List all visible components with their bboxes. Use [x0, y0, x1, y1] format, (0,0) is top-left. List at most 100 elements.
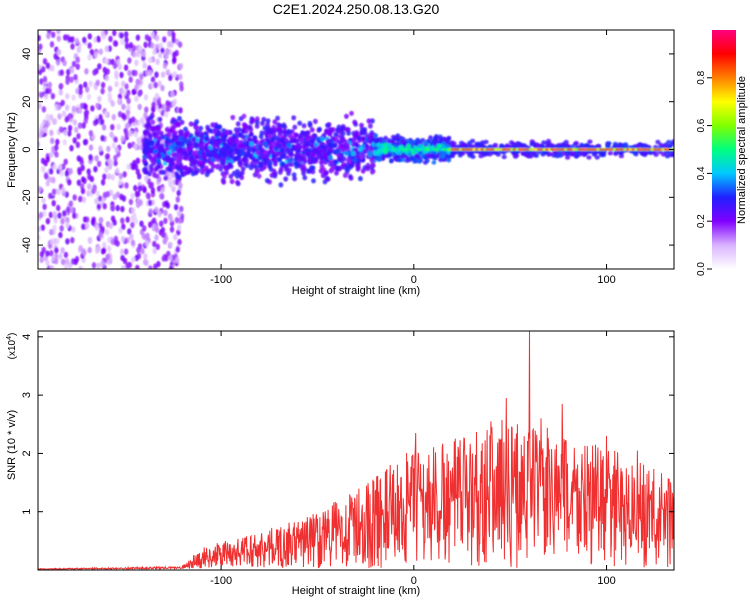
spectrogram-cell	[335, 127, 341, 133]
spectrogram-cell	[82, 139, 88, 146]
spectrogram-cell	[215, 131, 220, 137]
spectrogram-cell	[296, 142, 302, 148]
spectrogram-cell	[48, 211, 54, 219]
spectrogram-cell	[483, 148, 487, 151]
spectrogram-cell	[78, 84, 83, 91]
spectrogram-x-ticks: -100 0 100	[210, 30, 616, 286]
spectrogram-cell	[154, 234, 159, 241]
spectrogram-cell	[133, 184, 138, 192]
spectrogram-cell	[283, 176, 289, 182]
spectrogram-cell	[76, 46, 82, 53]
spectrogram-cell	[432, 147, 437, 152]
spectrogram-cell	[294, 138, 300, 144]
spectrogram-cell	[301, 123, 307, 129]
colorbar-tick-label: 0.8	[696, 70, 707, 84]
spectrogram-cell	[444, 154, 450, 159]
spectrogram-cell	[101, 124, 107, 131]
spectrogram-cell	[409, 156, 414, 161]
spectrogram-cell	[278, 166, 284, 173]
spectrogram-cell	[223, 164, 229, 171]
spectrogram-cell	[178, 73, 183, 81]
spectrogram-cell	[60, 99, 65, 107]
spectrogram-cell	[151, 130, 157, 137]
spectrogram-cell	[639, 151, 645, 156]
spectrogram-cell	[501, 154, 507, 160]
spectrogram-cell	[158, 52, 163, 59]
spectrogram-cell	[323, 170, 329, 176]
spectrogram-cell	[558, 153, 564, 158]
spectrogram-cell	[63, 129, 68, 137]
spectrogram-cell	[147, 199, 153, 206]
spectrogram-cell	[98, 48, 104, 55]
spectrogram-cell	[137, 173, 142, 180]
spectrogram-cell	[41, 197, 46, 204]
spectrogram-cell	[107, 92, 112, 99]
spectrogram-cell	[289, 129, 295, 135]
spectrogram-cell	[143, 41, 148, 48]
spectrogram-cell	[178, 182, 183, 189]
spectrogram-cell	[150, 42, 155, 49]
snr-y-tick-label: 4	[21, 334, 33, 340]
spectrogram-cell	[92, 69, 97, 76]
spectrogram-cell	[200, 160, 206, 166]
spectrogram-cell	[354, 142, 359, 148]
spectrogram-cell	[386, 143, 392, 148]
spectrogram-cell	[566, 148, 571, 151]
spectrogram-cell	[352, 119, 358, 125]
spectrogram-cell	[556, 148, 560, 151]
spectrogram-cell	[512, 148, 517, 151]
spectrogram-cell	[150, 119, 156, 125]
spectrogram-cell	[71, 226, 76, 233]
spectrogram-cell	[130, 207, 136, 214]
spectrogram-cell	[541, 140, 547, 145]
spectrogram-cell	[98, 231, 103, 238]
spectrogram-cell	[167, 30, 172, 37]
spectrogram-cell	[319, 144, 325, 150]
spectrogram-cell	[287, 157, 293, 163]
spectrogram-cell	[169, 128, 175, 134]
spectrogram-cell	[112, 193, 118, 201]
spectrogram-cell	[49, 265, 54, 269]
spectrogram-cell	[62, 139, 67, 146]
spectrogram-cell	[65, 78, 70, 85]
spectrogram-cell	[113, 159, 118, 167]
spectrogram-panel: -100 0 100 -40 -20 0 20 40 Height of straight …	[6, 29, 675, 297]
spectrogram-cell	[438, 157, 443, 163]
spectrogram-cell	[156, 157, 161, 164]
spectrogram-cell	[91, 219, 96, 226]
spectrogram-cell	[573, 140, 579, 146]
spectrogram-cell	[150, 76, 156, 83]
spectrogram-cell	[607, 148, 611, 151]
spectrogram-cell	[219, 159, 225, 165]
spectrogram-cell	[198, 125, 204, 131]
spectrogram-cell	[314, 156, 319, 162]
snr-series-line	[38, 331, 674, 570]
spectrogram-cell	[165, 138, 171, 144]
spectrogram-cell	[176, 210, 182, 217]
spectrogram-cell	[38, 185, 42, 193]
spectrogram-cell	[134, 95, 139, 102]
spectrogram-cell	[119, 248, 125, 255]
spectrogram-cell	[647, 148, 651, 151]
spectrogram-cell	[90, 105, 95, 112]
spectrogram-cell	[520, 148, 525, 151]
spectrogram-cell	[153, 81, 158, 89]
spectrogram-cell	[305, 130, 310, 136]
spectrogram-cell	[39, 129, 44, 136]
spectrogram-cell	[94, 224, 100, 231]
spectrogram-cell	[193, 143, 199, 149]
spectrogram-cell	[168, 215, 174, 223]
spectrogram-cell	[228, 163, 234, 169]
spectrogram-cell	[302, 175, 308, 181]
spectrogram-cell	[440, 153, 446, 159]
spectrogram-cell	[174, 164, 180, 170]
spectrogram-cell	[70, 237, 75, 244]
spectrogram-cell	[133, 131, 138, 138]
spectrogram-cell	[157, 153, 162, 159]
spectrogram-cell	[306, 168, 311, 174]
spectrogram-cell	[319, 136, 325, 142]
spectrogram-cell	[69, 206, 75, 214]
spectrogram-cell	[545, 148, 549, 151]
spectrogram-cell	[306, 135, 312, 141]
spectrogram-cell	[106, 245, 112, 252]
